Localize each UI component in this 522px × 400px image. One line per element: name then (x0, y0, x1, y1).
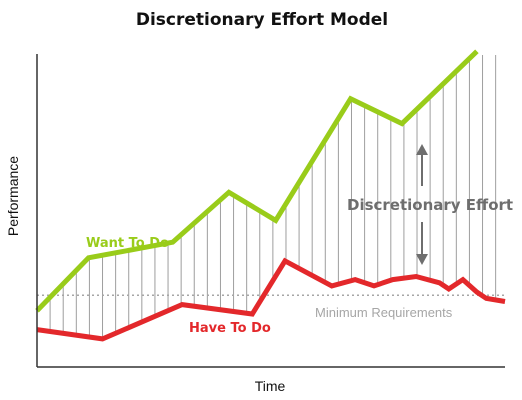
have-to-do-label: Have To Do (189, 321, 271, 336)
minimum-requirements-label: Minimum Requirements (315, 305, 453, 320)
want-to-do-line (35, 49, 479, 313)
have-to-do-line (36, 257, 506, 342)
discretionary-effort-label: Discretionary Effort (347, 196, 513, 214)
effort-hatch-lines (36, 55, 497, 339)
down-arrow-icon (416, 222, 428, 265)
up-arrow-icon (416, 144, 428, 186)
want-to-do-label: Want To Do (86, 236, 169, 251)
chart-title: Discretionary Effort Model (136, 10, 388, 30)
y-axis-label: Performance (5, 156, 21, 236)
x-axis-label: Time (255, 378, 286, 394)
